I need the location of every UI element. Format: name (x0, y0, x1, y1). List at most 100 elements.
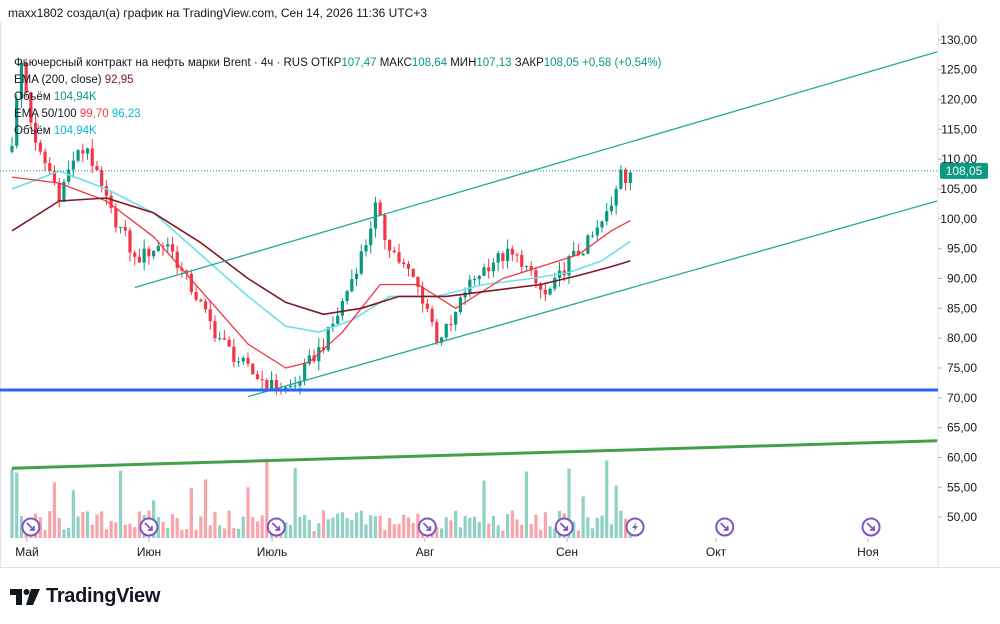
candle-body (614, 188, 618, 206)
volume-bar (369, 515, 373, 538)
y-tick-label: 70,00 (947, 391, 977, 405)
candle-body (270, 380, 274, 389)
candle-body (406, 263, 411, 269)
volume-bar (439, 528, 444, 538)
volume-bar (246, 487, 250, 538)
candle-body (539, 283, 543, 290)
volume-bar (515, 519, 519, 538)
volume-bar (95, 514, 99, 538)
y-tick-label: 100,00 (940, 212, 977, 226)
x-tick-label: Май (15, 545, 39, 559)
y-tick-label: 80,00 (947, 331, 977, 345)
candle-body (421, 286, 425, 304)
legend-ema200-row[interactable]: EMA (200, close) 92,95 (14, 72, 661, 89)
tradingview-logo[interactable]: TradingView (10, 585, 160, 608)
arrow-icon (720, 522, 729, 531)
chart-area[interactable]: 130,00 125,00 120,00 115,00 110,00 105,00 100,… (0, 22, 1000, 568)
volume2-label: Объём (14, 125, 51, 137)
candle-body (109, 195, 113, 208)
candle-body (227, 339, 231, 347)
candle-body (274, 380, 278, 390)
candle-body (524, 266, 529, 268)
volume-bar (67, 527, 71, 538)
volume-bar (364, 524, 368, 538)
volume-bar (265, 458, 269, 538)
candle-body (303, 363, 307, 382)
candle-body (203, 301, 208, 310)
volume-bar (392, 524, 396, 538)
candle-body (38, 142, 42, 152)
candle-body (232, 346, 236, 362)
candle-body (468, 279, 472, 293)
candle-body (345, 291, 349, 301)
volume-bar (463, 515, 467, 538)
ema200-label: EMA (200, close) (14, 74, 102, 86)
candle-body (444, 323, 448, 338)
volume-bar (331, 517, 335, 538)
candle-body (218, 338, 222, 340)
volume-bar (378, 515, 382, 538)
candle-body (477, 275, 481, 280)
volume-bar (326, 519, 330, 538)
legend-volume-row[interactable]: Объём 104,94K (14, 89, 661, 106)
volume-bar (534, 514, 538, 538)
arrow-icon (271, 522, 281, 531)
volume-bar (185, 529, 189, 538)
high-label: МАКС (379, 57, 412, 69)
volume-bar (260, 515, 264, 538)
candle-body (364, 245, 368, 252)
volume-bar (161, 521, 165, 538)
volume-bar (581, 496, 585, 538)
candle-body (24, 62, 28, 93)
candle-body (85, 148, 90, 154)
y-tick-label: 130,00 (940, 33, 977, 47)
tradingview-logo-text: TradingView (46, 585, 161, 607)
instrument-title[interactable]: Фьючерсный контракт на нефть марки Brent… (14, 57, 308, 69)
volume-bar (609, 524, 614, 538)
candle-body (48, 163, 52, 171)
volume-bar (123, 524, 127, 538)
candle-body (100, 170, 104, 187)
volume-bar (402, 514, 406, 538)
candle-body (241, 358, 245, 362)
y-tick-label: 95,00 (947, 242, 977, 256)
candle-body (605, 211, 609, 222)
candle-body (137, 256, 142, 263)
candle-body (454, 311, 458, 325)
chart-publish-info: maxx1802 создал(а) график на TradingView… (8, 6, 428, 20)
legend-volume2-row[interactable]: Объём 104,94K (14, 123, 661, 140)
price-chart[interactable]: 130,00 125,00 120,00 115,00 110,00 105,00 100,… (0, 22, 1000, 568)
volume-bar (128, 523, 132, 538)
candle-body (572, 250, 576, 257)
candle-body (199, 299, 203, 302)
ema50-100-label: EMA 50/100 (14, 108, 77, 120)
candle-body (439, 337, 444, 343)
x-tick-label: Окт (706, 545, 727, 559)
candle-body (326, 327, 330, 351)
change-value: +0,58 (+0,54%) (582, 57, 662, 69)
volume-bar (137, 511, 142, 538)
volume-bar (57, 517, 61, 538)
arrow-icon (144, 522, 153, 531)
candle-body (194, 292, 198, 300)
volume-bar (624, 518, 628, 538)
volume-bar (85, 511, 90, 538)
candle-body (491, 262, 496, 272)
candle-body (548, 288, 552, 295)
ema50-line (11, 176, 631, 369)
candle-body (595, 227, 599, 236)
trend-line (11, 439, 938, 470)
volume-bar (336, 513, 340, 538)
legend-ema50-100-row[interactable]: EMA 50/100 99,70 96,23 (14, 106, 661, 123)
close-value: 108,05 (543, 57, 579, 69)
candle-body (166, 244, 170, 247)
volume-bar (345, 518, 349, 538)
volume-bar (416, 513, 420, 538)
candle-body (34, 122, 38, 143)
volume-bar (590, 528, 595, 538)
volume-bar (170, 514, 175, 538)
volume-bar (359, 510, 363, 538)
volume-bar (321, 510, 326, 538)
candle-body (510, 248, 514, 255)
volume-bar (619, 510, 623, 538)
